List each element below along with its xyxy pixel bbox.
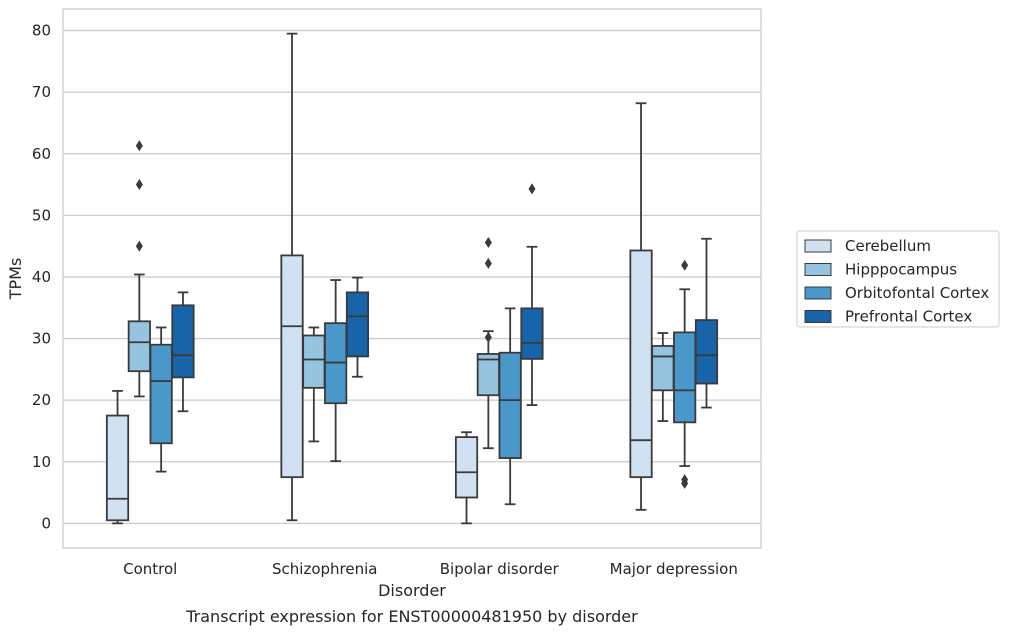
outlier-point [135,240,143,252]
box [105,390,130,525]
box-series [105,32,719,525]
y-tick-label: 80 [32,22,51,40]
legend-swatch [804,239,832,253]
x-tick-label: Control [123,560,177,578]
box-body [345,291,370,358]
box [127,140,151,398]
legend-label: Hipppocampus [845,261,957,279]
outlier-point [135,140,143,152]
legend-label: Cerebellum [845,237,931,255]
series-hipppocampus [127,140,675,450]
box [454,431,479,525]
box [149,326,173,473]
outlier-point [484,257,492,269]
box-body [498,351,522,459]
x-axis-title: Disorder [378,581,446,600]
box [673,259,697,489]
box-body [454,436,479,499]
y-tick-label: 50 [32,206,51,224]
y-tick-label: 20 [32,391,51,409]
legend: Cerebellum Hipppocampus Orbitofontal Corte… [796,230,1000,328]
box [498,307,522,506]
outlier-point [135,179,143,191]
box-body [520,307,544,360]
legend-swatch [804,286,832,300]
box-body [302,334,326,389]
legend-frame [796,230,1000,328]
box [476,236,500,450]
box-body [127,320,151,373]
box [171,291,195,413]
x-tick-label: Major depression [610,560,738,578]
box-body [673,331,697,424]
y-tick-label: 30 [32,330,51,348]
x-tick-label: Bipolar disorder [440,560,560,578]
series-orbitofontal-cortex [149,259,697,506]
outlier-point [681,259,689,271]
box-body [651,345,675,392]
grid-lines [63,29,761,525]
legend-label: Orbitofontal Cortex [845,284,989,302]
outlier-point [484,331,492,343]
legend-swatch [804,310,832,323]
box-body [280,254,304,479]
y-tick-label: 70 [32,83,51,101]
box [302,326,326,443]
box [629,102,653,511]
x-tick-label: Schizophrenia [272,560,377,578]
legend-swatch [804,263,832,276]
series-cerebellum [105,32,653,525]
box [651,332,675,423]
y-tick-label: 0 [41,514,51,532]
y-axis-title: TPMs [6,258,25,301]
box-body [694,319,719,385]
box [324,279,348,463]
outlier-point [484,236,492,248]
y-tick-label: 10 [32,453,51,471]
legend-label: Prefrontal Cortex [845,308,972,326]
box [280,32,304,522]
outlier-point [528,183,536,195]
outlier-point [681,474,689,486]
box-body [149,343,173,445]
box [694,237,719,409]
series-prefrontal-cortex [171,183,719,413]
tick-labels: 0 10 20 30 40 50 60 70 80 Control Schizophrenia Bip… [32,22,738,578]
box [520,183,544,406]
box-body [629,249,653,479]
box [345,276,370,378]
y-tick-label: 40 [32,268,51,286]
plot-frame [62,8,762,549]
figure-caption: Transcript expression for ENST0000048195… [185,607,638,626]
y-tick-label: 60 [32,145,51,163]
box-body [105,414,130,522]
box-body [171,304,195,379]
